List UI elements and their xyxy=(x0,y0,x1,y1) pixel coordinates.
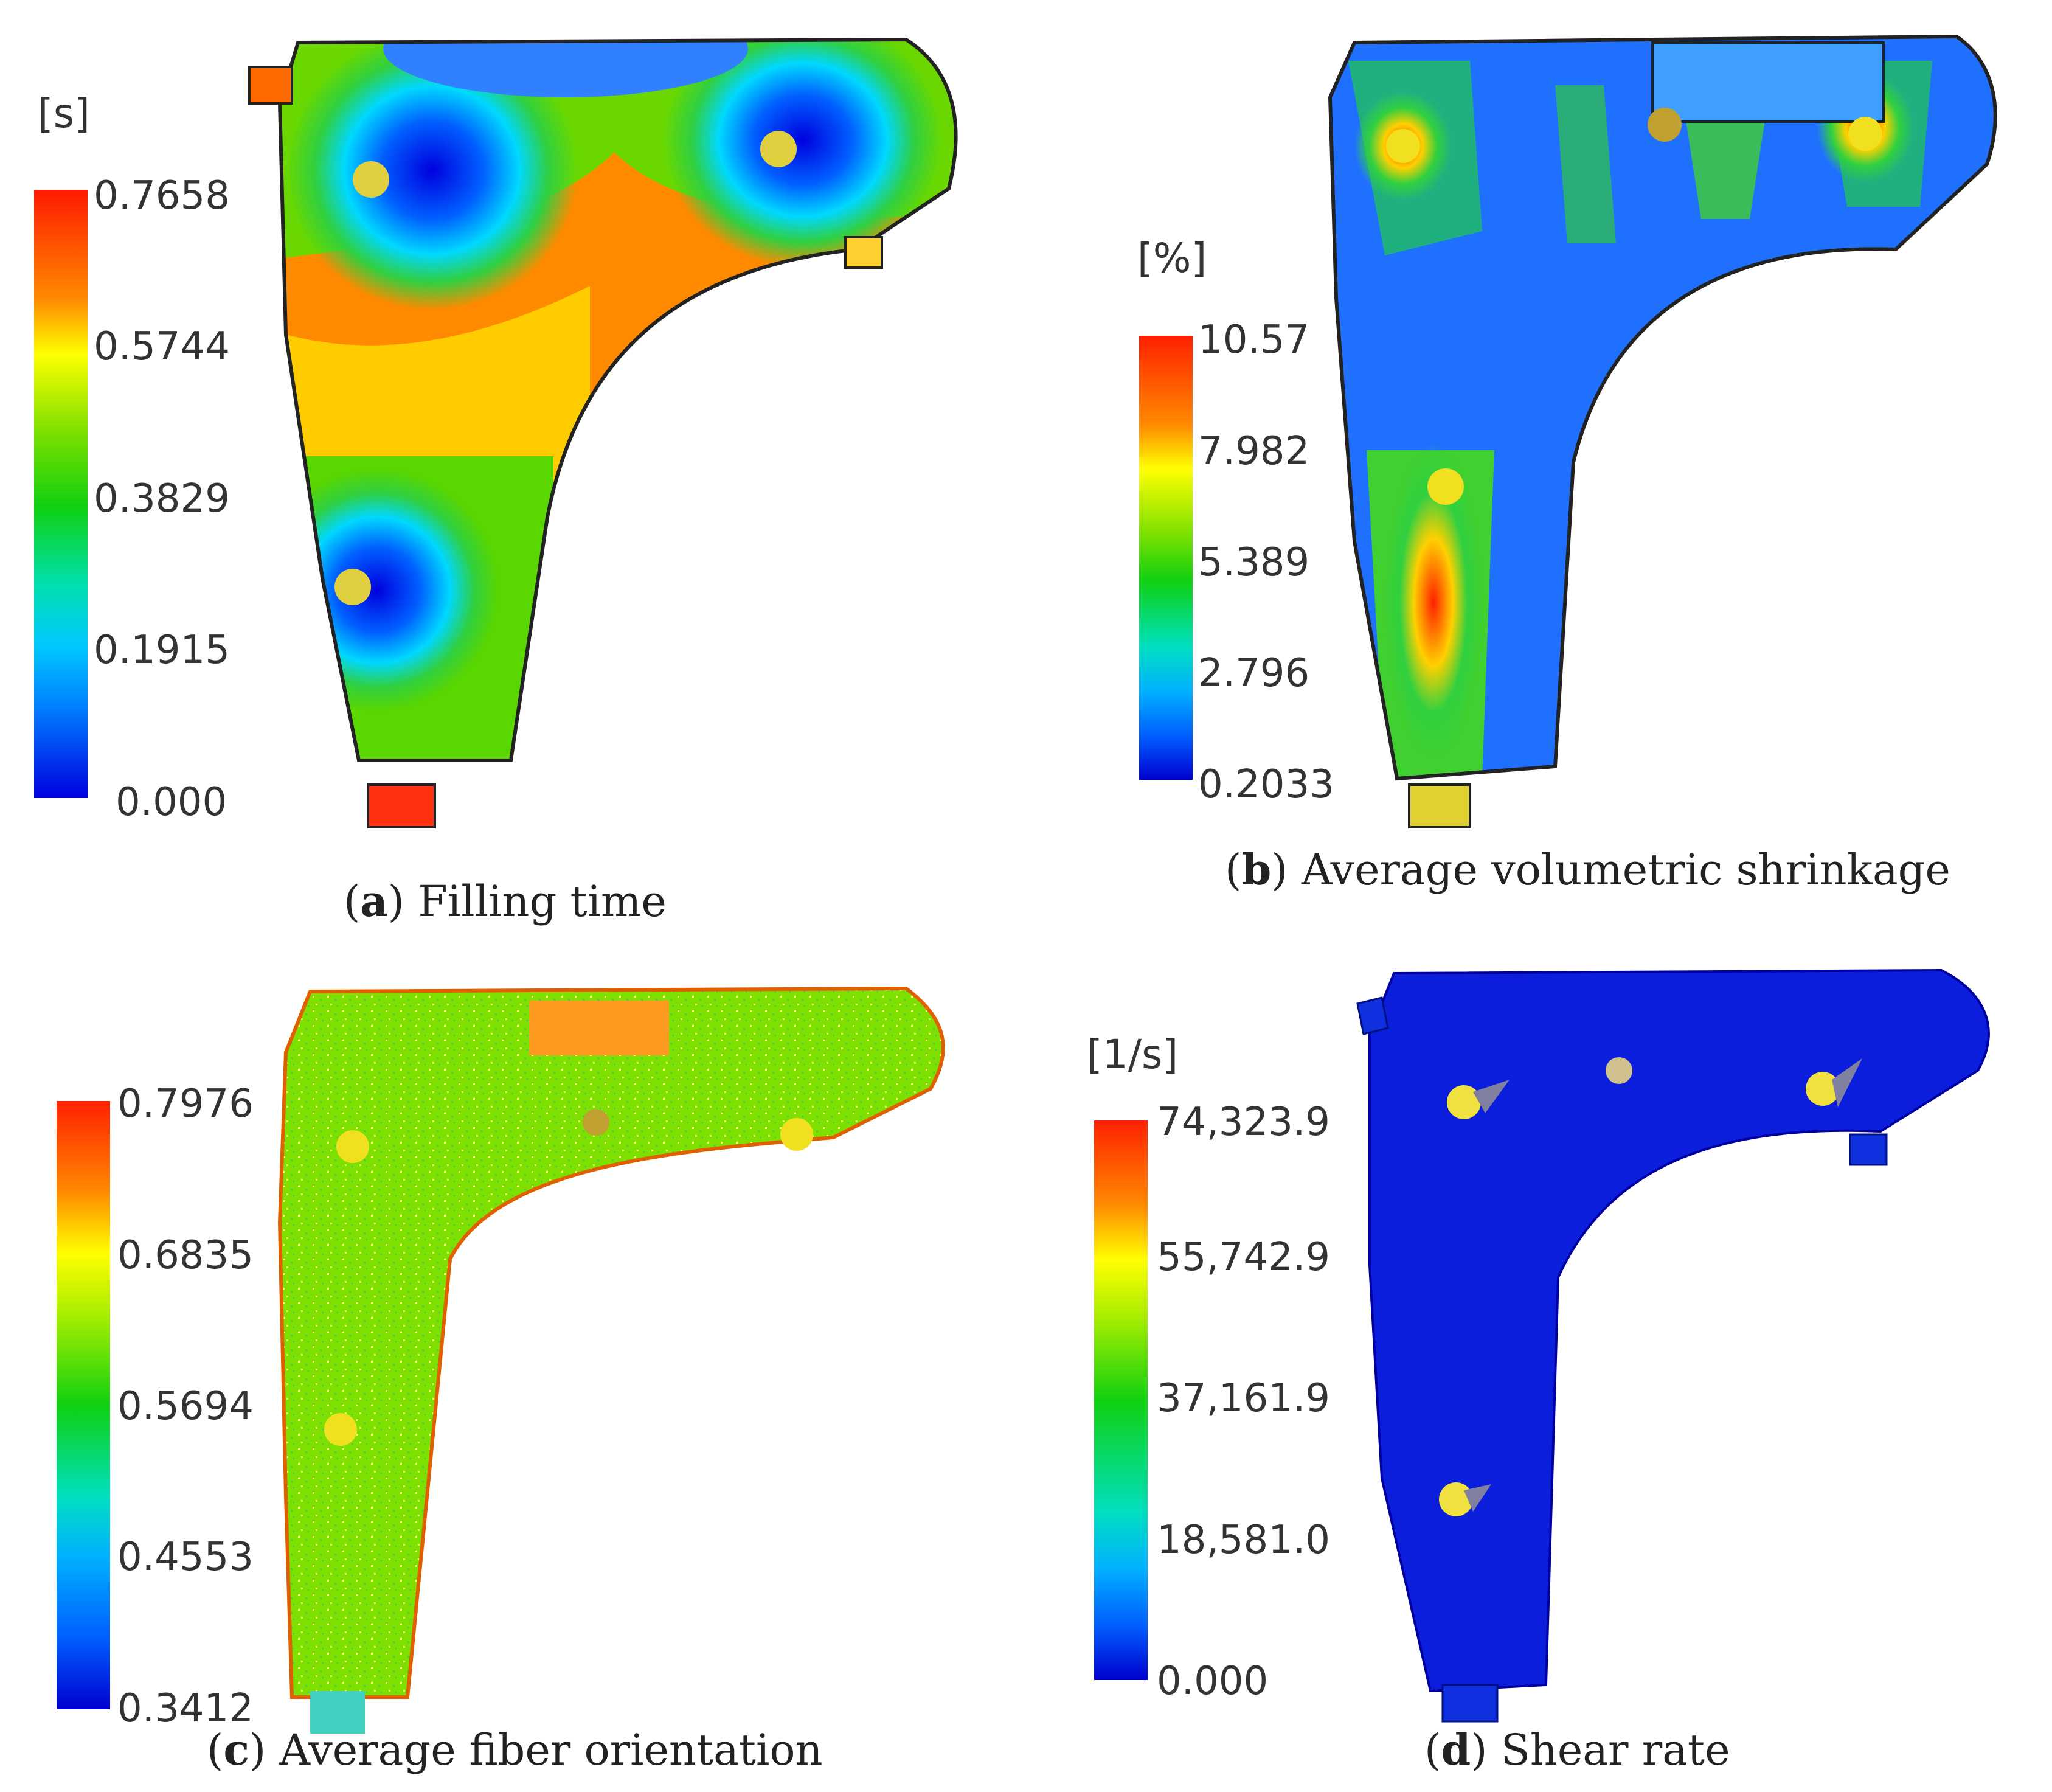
legend-tick: 0.5744 xyxy=(94,324,230,369)
legend-tick: 0.3829 xyxy=(94,476,230,521)
panel-caption: (b) Average volumetric shrinkage xyxy=(1225,844,1950,895)
legend-tick: 0.6835 xyxy=(117,1233,254,1278)
legend-tick: 0.2033 xyxy=(1198,762,1334,807)
legend-tick: 5.389 xyxy=(1198,540,1310,585)
legend-tick: 0.1915 xyxy=(94,628,230,673)
panel-caption: (a) Filling time xyxy=(344,876,667,926)
panel-d: [1/s] 74,323.9 55,742.9 37,161.9 18,581.… xyxy=(1026,937,2052,1792)
panel-c: 0.7976 0.6835 0.5694 0.4553 0.3412 (c) A… xyxy=(0,937,1026,1792)
color-scale-bar xyxy=(57,1101,110,1709)
legend-unit: [s] xyxy=(38,90,90,137)
legend-tick: 0.4553 xyxy=(117,1535,254,1580)
fender-part-image xyxy=(1328,34,1997,828)
legend-tick: 0.7658 xyxy=(94,173,230,218)
legend-tick: 10.57 xyxy=(1198,318,1310,363)
legend-tick: 2.796 xyxy=(1198,651,1310,696)
legend-tick: 0.000 xyxy=(116,780,227,825)
legend-tick: 7.982 xyxy=(1198,429,1310,474)
legend-tick: 74,323.9 xyxy=(1157,1100,1330,1145)
legend-tick: 0.7976 xyxy=(117,1082,254,1127)
legend-tick: 0.3412 xyxy=(117,1686,254,1731)
legend-tick: 55,742.9 xyxy=(1157,1235,1330,1280)
color-scale-bar xyxy=(1094,1120,1148,1680)
panel-b: [%] 10.57 7.982 5.389 2.796 0.2033 xyxy=(1026,0,2052,937)
panel-a: [s] 0.7658 0.5744 0.3829 0.1915 0.000 xyxy=(0,0,1026,937)
fender-part-image xyxy=(248,37,958,828)
legend-unit: [%] xyxy=(1137,235,1207,282)
color-scale-bar xyxy=(1139,336,1193,780)
panel-caption: (c) Average fiber orientation xyxy=(207,1724,823,1775)
legend-tick: 0.5694 xyxy=(117,1384,254,1429)
panel-caption: (d) Shear rate xyxy=(1424,1724,1730,1775)
fender-part-image xyxy=(277,986,945,1734)
fender-part-image xyxy=(1356,968,1990,1723)
legend-tick: 0.000 xyxy=(1157,1659,1269,1704)
color-scale-bar xyxy=(34,190,88,798)
legend-tick: 18,581.0 xyxy=(1157,1518,1330,1563)
legend-unit: [1/s] xyxy=(1087,1031,1179,1078)
legend-tick: 37,161.9 xyxy=(1157,1376,1330,1421)
